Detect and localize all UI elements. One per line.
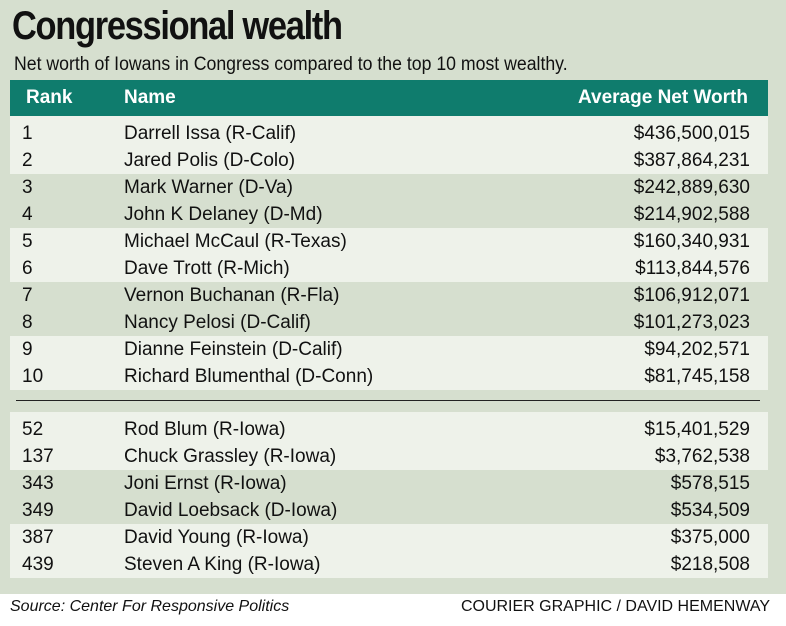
net-worth-cell: $218,508 [670, 554, 750, 575]
section-divider [10, 390, 768, 412]
net-worth-cell: $534,509 [670, 500, 750, 521]
name-cell: Rod Blum (R-Iowa) [124, 419, 286, 440]
name-cell: Dianne Feinstein (D-Calif) [124, 339, 343, 360]
rank-cell: 137 [22, 446, 54, 467]
table-top-spacer [10, 116, 768, 120]
top-ten-section: 1 Darrell Issa (R-Calif) $436,500,015 2 Jare… [10, 120, 768, 390]
table-row: 137 Chuck Grassley (R-Iowa) $3,762,538 [10, 443, 768, 470]
rank-cell: 9 [22, 339, 33, 360]
rank-cell: 6 [22, 258, 33, 279]
rank-cell: 7 [22, 285, 33, 306]
net-worth-cell: $106,912,071 [633, 285, 750, 306]
rank-cell: 4 [22, 204, 33, 225]
column-header-net-worth: Average Net Worth [578, 87, 748, 108]
table-row: 8 Nancy Pelosi (D-Calif) $101,273,023 [10, 309, 768, 336]
table-row: 7 Vernon Buchanan (R-Fla) $106,912,071 [10, 282, 768, 309]
name-cell: David Young (R-Iowa) [124, 527, 309, 548]
name-cell: Mark Warner (D-Va) [124, 177, 293, 198]
footer: Source: Center For Responsive Politics C… [0, 594, 786, 626]
net-worth-cell: $578,515 [670, 473, 750, 494]
column-header-name: Name [124, 87, 176, 108]
table-row: 3 Mark Warner (D-Va) $242,889,630 [10, 174, 768, 201]
table-header: Rank Name Average Net Worth [10, 80, 768, 116]
column-header-rank: Rank [26, 87, 73, 108]
table-row: 52 Rod Blum (R-Iowa) $15,401,529 [10, 416, 768, 443]
table-row: 5 Michael McCaul (R-Texas) $160,340,931 [10, 228, 768, 255]
rank-cell: 2 [22, 150, 33, 171]
net-worth-cell: $436,500,015 [633, 123, 750, 144]
name-cell: David Loebsack (D-Iowa) [124, 500, 338, 521]
rank-cell: 8 [22, 312, 33, 333]
net-worth-cell: $375,000 [670, 527, 750, 548]
rank-cell: 3 [22, 177, 33, 198]
name-cell: Richard Blumenthal (D-Conn) [124, 366, 374, 387]
table-row: 9 Dianne Feinstein (D-Calif) $94,202,571 [10, 336, 768, 363]
net-worth-cell: $214,902,588 [633, 204, 750, 225]
rank-cell: 343 [22, 473, 54, 494]
table-row: 1 Darrell Issa (R-Calif) $436,500,015 [10, 120, 768, 147]
graphic-panel: Congressional wealth Net worth of Iowans… [0, 0, 786, 594]
wealth-table: Rank Name Average Net Worth 1 Darrell Iss… [10, 80, 768, 578]
table-row: 387 David Young (R-Iowa) $375,000 [10, 524, 768, 551]
rank-cell: 349 [22, 500, 54, 521]
name-cell: Jared Polis (D-Colo) [124, 150, 296, 171]
table-row: 349 David Loebsack (D-Iowa) $534,509 [10, 497, 768, 524]
table-row: 6 Dave Trott (R-Mich) $113,844,576 [10, 255, 768, 282]
chart-subtitle: Net worth of Iowans in Congress compared… [14, 54, 568, 75]
name-cell: Steven A King (R-Iowa) [124, 554, 321, 575]
net-worth-cell: $387,864,231 [633, 150, 750, 171]
name-cell: Vernon Buchanan (R-Fla) [124, 285, 340, 306]
rank-cell: 52 [22, 419, 44, 440]
iowa-section: 52 Rod Blum (R-Iowa) $15,401,529 137 Chuck G… [10, 416, 768, 578]
name-cell: Darrell Issa (R-Calif) [124, 123, 297, 144]
rank-cell: 387 [22, 527, 54, 548]
net-worth-cell: $15,401,529 [644, 419, 750, 440]
name-cell: John K Delaney (D-Md) [124, 204, 323, 225]
iowa-top-spacer [10, 412, 768, 416]
name-cell: Michael McCaul (R-Texas) [124, 231, 347, 252]
rank-cell: 439 [22, 554, 54, 575]
rank-cell: 1 [22, 123, 33, 144]
net-worth-cell: $101,273,023 [633, 312, 750, 333]
table-row: 2 Jared Polis (D-Colo) $387,864,231 [10, 147, 768, 174]
net-worth-cell: $3,762,538 [654, 446, 750, 467]
name-cell: Chuck Grassley (R-Iowa) [124, 446, 337, 467]
net-worth-cell: $94,202,571 [644, 339, 750, 360]
net-worth-cell: $113,844,576 [635, 258, 750, 279]
net-worth-cell: $160,340,931 [633, 231, 750, 252]
graphic-credit: COURIER GRAPHIC / DAVID HEMENWAY [460, 598, 770, 615]
rank-cell: 10 [22, 366, 44, 387]
source-note: Source: Center For Responsive Politics [10, 598, 290, 615]
table-row: 439 Steven A King (R-Iowa) $218,508 [10, 551, 768, 578]
name-cell: Joni Ernst (R-Iowa) [124, 473, 287, 494]
net-worth-cell: $242,889,630 [633, 177, 750, 198]
table-row: 343 Joni Ernst (R-Iowa) $578,515 [10, 470, 768, 497]
table-row: 4 John K Delaney (D-Md) $214,902,588 [10, 201, 768, 228]
rank-cell: 5 [22, 231, 33, 252]
net-worth-cell: $81,745,158 [644, 366, 750, 387]
name-cell: Dave Trott (R-Mich) [124, 258, 290, 279]
chart-title: Congressional wealth [12, 4, 343, 48]
table-row: 10 Richard Blumenthal (D-Conn) $81,745,158 [10, 363, 768, 390]
name-cell: Nancy Pelosi (D-Calif) [124, 312, 311, 333]
